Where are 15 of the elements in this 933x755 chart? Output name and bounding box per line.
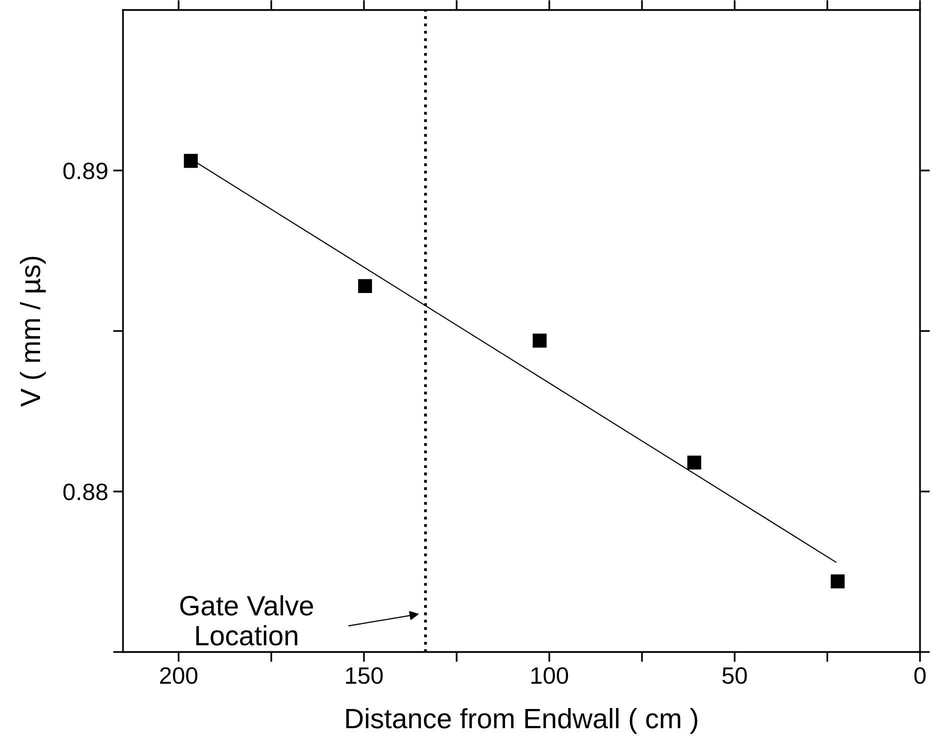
point [358, 279, 372, 294]
point [830, 574, 845, 588]
annotation: Gate Valve Location [180, 595, 313, 646]
x-tick-label: 0 [914, 667, 926, 684]
point [532, 334, 547, 348]
x-tick-label: 100 [531, 667, 568, 684]
x-tick-label: 150 [346, 667, 383, 684]
y-tick-label: 0.88 [63, 484, 108, 500]
y-tick-label: 0.89 [63, 162, 108, 180]
x-axis-title: Distance from Endwall ( cm ) [346, 708, 698, 734]
y-axis-title: V ( mm / µs) [20, 256, 46, 407]
x-tick-label: 200 [160, 667, 198, 684]
x-tick-label: 50 [722, 667, 747, 684]
point [184, 154, 198, 168]
point [687, 456, 702, 470]
